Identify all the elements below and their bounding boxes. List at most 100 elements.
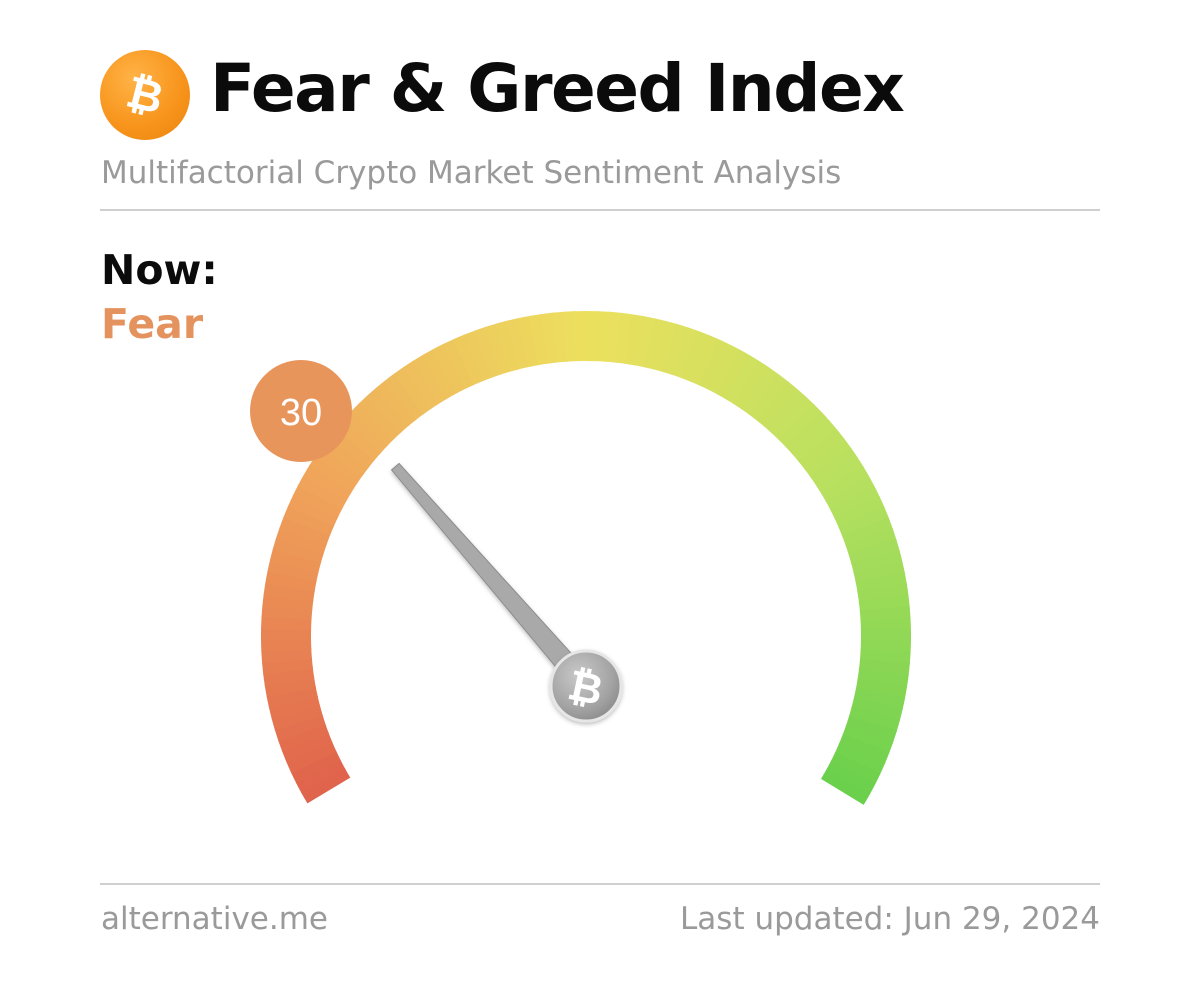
- gauge-arc-segment: [771, 395, 815, 441]
- gauge-arc-segment: [529, 313, 549, 366]
- gauge-arc-segment: [358, 394, 402, 440]
- gauge-arc-segment: [261, 647, 312, 664]
- gauge-arc-segment: [643, 318, 667, 370]
- gauge-arc-segment: [853, 687, 906, 710]
- page-subtitle: Multifactorial Crypto Market Sentiment A…: [101, 155, 842, 191]
- gauge-arc: [261, 310, 911, 805]
- gauge-arc-segment: [680, 330, 711, 382]
- gauge-arc-segment: [859, 605, 911, 622]
- gauge-arc-segment: [858, 658, 910, 677]
- gauge-arc-segment: [506, 317, 530, 370]
- gauge-arc-segment: [266, 686, 318, 709]
- gauge-arc-segment: [825, 760, 876, 795]
- gauge-arc-segment: [473, 326, 502, 378]
- gauge-arc-segment: [292, 484, 343, 518]
- gauge-arc-segment: [820, 466, 870, 502]
- gauge-arc-segment: [384, 373, 425, 421]
- gauge-arc-segment: [350, 402, 395, 447]
- gauge-arc-segment: [402, 360, 441, 409]
- gauge-arc-segment: [279, 515, 331, 545]
- page-title: Fear & Greed Index: [210, 50, 905, 127]
- gauge-arc-segment: [463, 330, 493, 382]
- gauge-arc-segment: [830, 752, 881, 785]
- gauge-arc-segment: [815, 456, 864, 494]
- gauge-arc-segment: [848, 538, 900, 565]
- gauge-arc-segment: [662, 323, 689, 376]
- gauge-arc-segment: [838, 506, 890, 537]
- gauge-arc-segment: [614, 312, 634, 364]
- gauge-arc-segment: [853, 560, 905, 584]
- gauge-arc-segment: [300, 767, 351, 804]
- gauge-arc-segment: [393, 366, 433, 415]
- gauge-arc-segment: [778, 403, 823, 448]
- gauge-arc-segment: [834, 743, 886, 775]
- gauge-arc-segment: [274, 714, 326, 742]
- gauge-arc-segment: [763, 388, 807, 434]
- gauge-arc-segment: [855, 572, 907, 593]
- gauge-arc-segment: [263, 581, 315, 601]
- gauge-arc-segment: [315, 445, 364, 485]
- gauge-arc-segment: [857, 668, 909, 688]
- gauge-arc-segment: [797, 428, 845, 470]
- gauge-arc-segment: [841, 517, 894, 546]
- gauge-arc-segment: [275, 526, 328, 554]
- gauge-arc-segment: [851, 697, 903, 722]
- gauge-arc-segment: [791, 420, 838, 462]
- gauge-arc-segment: [740, 367, 780, 416]
- gauge-arc-segment: [855, 678, 908, 699]
- gauge-arc-segment: [484, 323, 511, 375]
- gauge-arc-segment: [842, 725, 894, 754]
- gauge-arc-segment: [267, 559, 319, 582]
- gauge-arc-segment: [283, 505, 335, 536]
- source-label: alternative.me: [101, 901, 328, 937]
- gauge-arc-segment: [342, 410, 388, 454]
- gauge-arc-segment: [834, 496, 885, 528]
- gauge-arc-segment: [756, 381, 798, 428]
- gauge-arc-segment: [574, 310, 588, 362]
- gauge-arc-segment: [586, 311, 600, 362]
- gauge-arc-segment: [851, 549, 903, 574]
- gauge-arc-segment: [634, 316, 656, 368]
- gauge-arc-segment: [269, 548, 322, 573]
- gauge-arc-segment: [375, 379, 417, 427]
- gauge-arc-segment: [271, 705, 323, 731]
- gauge-arc-segment: [286, 741, 337, 774]
- gauge-arc-segment: [268, 695, 321, 720]
- gauge-arc-segment: [809, 447, 858, 486]
- gauge-arc-segment: [820, 769, 871, 805]
- gauge-arc-segment: [287, 494, 339, 527]
- gauge-arc-segment: [838, 734, 890, 765]
- gauge-hub: ₿: [549, 649, 623, 723]
- gauge-arc-segment: [698, 339, 732, 390]
- gauge-arc-segment: [671, 327, 700, 379]
- gauge-arc-segment: [308, 455, 358, 493]
- gauge-arc-segment: [422, 348, 458, 399]
- gauge-arc-segment: [716, 349, 752, 400]
- last-updated-label: Last updated: Jun 29, 2024: [680, 901, 1100, 937]
- gauge-arc-segment: [785, 411, 831, 455]
- gauge-arc-segment: [689, 335, 721, 386]
- gauge-arc-segment: [624, 314, 645, 366]
- gauge-arc-segment: [829, 486, 881, 520]
- gauge-arc-segment: [825, 475, 876, 511]
- gauge-arc-segment: [845, 715, 897, 743]
- value-badge: 30: [250, 360, 352, 462]
- gauge-arc-segment: [563, 311, 578, 362]
- now-label: Now:: [101, 246, 218, 294]
- gauge-arc-segment: [432, 343, 466, 394]
- header-divider: [100, 209, 1100, 211]
- gauge-arc-segment: [281, 732, 333, 763]
- gauge-arc-segment: [442, 338, 475, 390]
- gauge-arc-segment: [732, 361, 771, 410]
- classification-label: Fear: [101, 300, 204, 348]
- gauge-arc-segment: [860, 617, 911, 632]
- gauge-arc-segment: [295, 759, 346, 794]
- gauge-arc-segment: [653, 320, 678, 373]
- gauge-arc-segment: [707, 344, 742, 395]
- gauge-arc-segment: [367, 387, 410, 433]
- gauge-arc-segment: [265, 570, 317, 592]
- gauge-arc-segment: [272, 537, 325, 564]
- gauge-arc-segment: [303, 464, 353, 501]
- gauge-arc-segment: [495, 320, 521, 372]
- gauge-arc-segment: [748, 374, 789, 422]
